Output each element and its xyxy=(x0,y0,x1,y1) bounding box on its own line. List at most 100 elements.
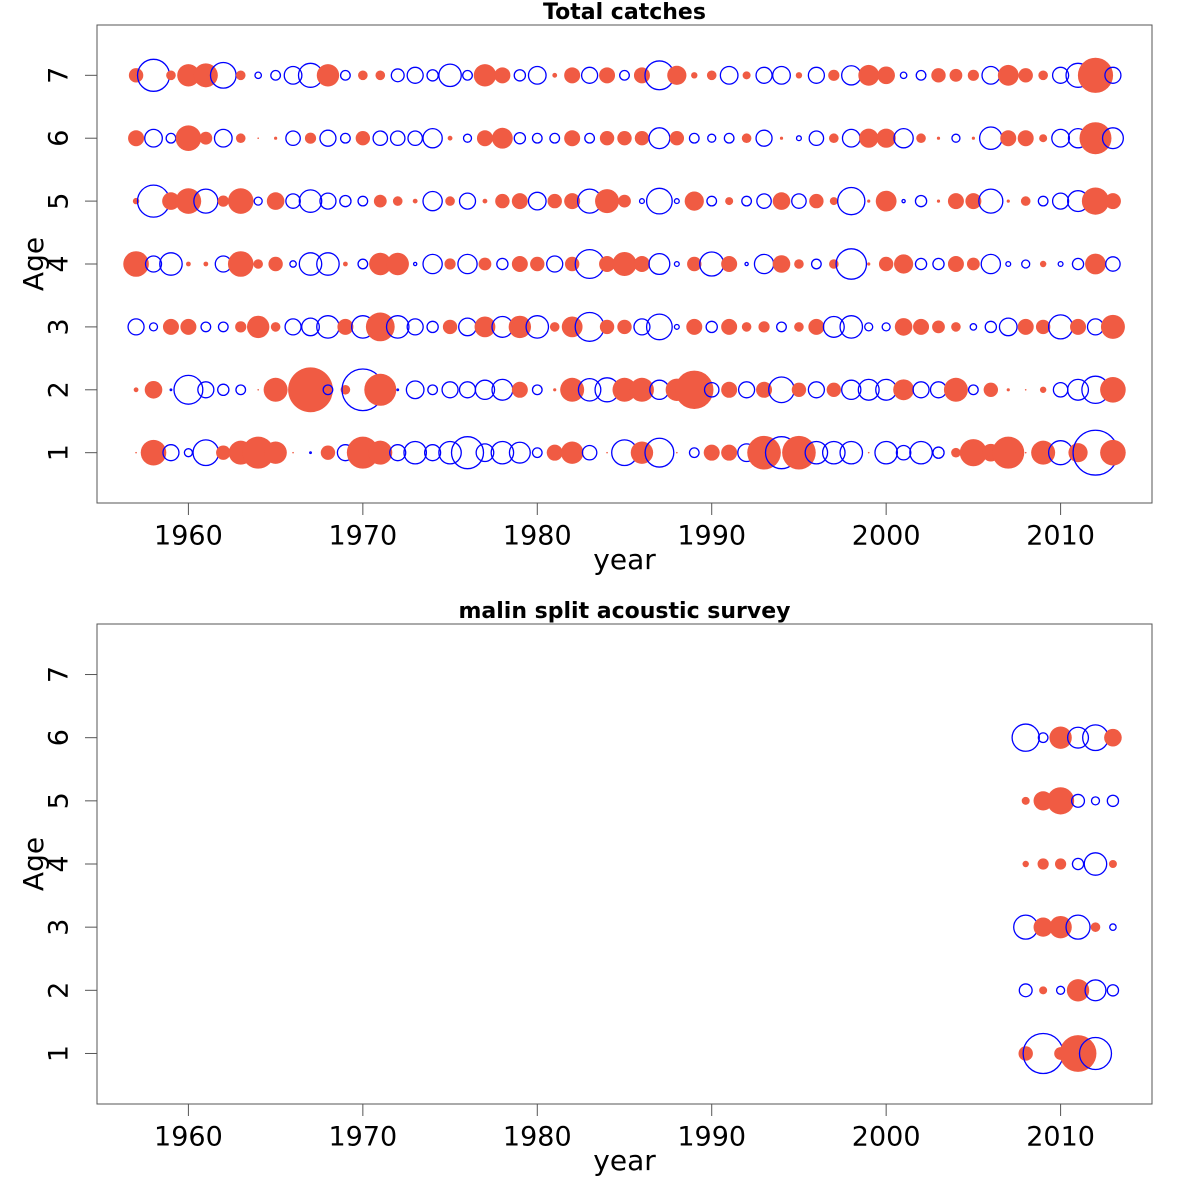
bubble xyxy=(648,127,671,150)
bubble xyxy=(217,383,230,397)
bubble xyxy=(741,322,752,332)
bubble xyxy=(358,70,368,81)
bubble xyxy=(687,256,702,272)
bubble xyxy=(1071,857,1085,871)
y-tick-label: 3 xyxy=(44,919,75,936)
bubble xyxy=(242,436,275,469)
bubble xyxy=(943,377,968,402)
bubble xyxy=(839,315,864,339)
bubble xyxy=(595,189,620,214)
bubble xyxy=(495,193,510,209)
bubble xyxy=(721,318,738,335)
bubble xyxy=(475,443,495,463)
bubble xyxy=(235,321,247,333)
y-tick-label: 1 xyxy=(44,444,75,461)
bubble xyxy=(403,440,428,465)
bubble xyxy=(1022,860,1029,868)
bubble xyxy=(1071,257,1085,271)
bubble xyxy=(688,447,700,459)
bubble xyxy=(422,190,443,212)
bubble xyxy=(396,388,400,392)
bubble xyxy=(648,252,671,276)
bubble xyxy=(737,381,756,399)
bubble xyxy=(527,65,547,85)
bubble xyxy=(339,69,351,81)
bubble xyxy=(807,381,826,399)
bubble xyxy=(997,64,1019,86)
bubble xyxy=(564,193,581,210)
bubble xyxy=(1011,723,1040,752)
bubble xyxy=(549,132,561,144)
bubble xyxy=(857,378,880,401)
bubble xyxy=(412,198,418,204)
bubble xyxy=(808,318,825,335)
bubble xyxy=(301,317,320,337)
bubble xyxy=(676,451,678,454)
bubble xyxy=(1078,1036,1113,1071)
bubble xyxy=(584,132,596,144)
x-tick-label: 2010 xyxy=(1026,521,1095,552)
bubble xyxy=(721,444,738,461)
bubble xyxy=(447,135,453,141)
bubble xyxy=(1070,793,1086,808)
bubble xyxy=(254,71,263,80)
chart-title: malin split acoustic survey xyxy=(459,599,791,624)
bubble xyxy=(1101,127,1124,150)
bubble xyxy=(1039,260,1047,268)
bubble xyxy=(858,64,880,86)
bubble xyxy=(200,321,212,333)
x-tick-label: 2010 xyxy=(1026,1122,1095,1153)
bubble xyxy=(894,254,914,274)
bubble xyxy=(1105,256,1121,272)
bubble xyxy=(899,71,908,80)
bubble xyxy=(462,69,473,81)
x-tick-label: 1980 xyxy=(503,521,572,552)
bubble xyxy=(756,193,772,209)
bubble xyxy=(1066,979,1090,1002)
bubble xyxy=(406,66,424,84)
bubble xyxy=(1049,915,1072,939)
bubble xyxy=(1006,199,1010,203)
y-tick-label: 6 xyxy=(44,130,75,147)
bubble xyxy=(441,381,459,399)
bubble xyxy=(633,318,651,336)
bubble xyxy=(959,439,987,467)
bubble xyxy=(1100,314,1125,339)
x-tick-label: 1990 xyxy=(677,1122,746,1153)
bubble xyxy=(406,318,424,336)
bubble xyxy=(1052,381,1069,398)
bubble xyxy=(612,377,637,402)
bubble xyxy=(385,315,410,339)
bubble xyxy=(867,262,871,266)
bubble xyxy=(316,64,340,87)
bubble xyxy=(1017,130,1034,147)
bubble xyxy=(180,318,197,335)
bubble xyxy=(177,64,200,87)
bubble xyxy=(389,130,406,147)
bubble xyxy=(263,377,288,402)
bubble xyxy=(741,195,753,207)
bubble xyxy=(508,315,532,339)
x-tick-label: 1960 xyxy=(154,1122,223,1153)
bubble xyxy=(442,319,458,335)
bubble xyxy=(386,252,409,276)
bubble xyxy=(1049,726,1072,749)
bubble xyxy=(756,381,773,398)
bubble xyxy=(426,320,439,334)
bubble xyxy=(686,318,703,335)
bubble xyxy=(175,188,202,214)
bubble xyxy=(915,69,927,81)
bubble xyxy=(981,65,1001,85)
bubble xyxy=(684,191,704,211)
bubble xyxy=(444,258,456,270)
bubble xyxy=(951,447,961,458)
bubble xyxy=(874,440,899,465)
bubble xyxy=(235,384,247,396)
bubble xyxy=(285,130,301,147)
bubble xyxy=(162,318,179,335)
bubble xyxy=(482,198,488,204)
bubble xyxy=(531,384,543,396)
bubble xyxy=(1055,985,1066,995)
bubble xyxy=(599,319,615,335)
bubble xyxy=(476,130,493,147)
